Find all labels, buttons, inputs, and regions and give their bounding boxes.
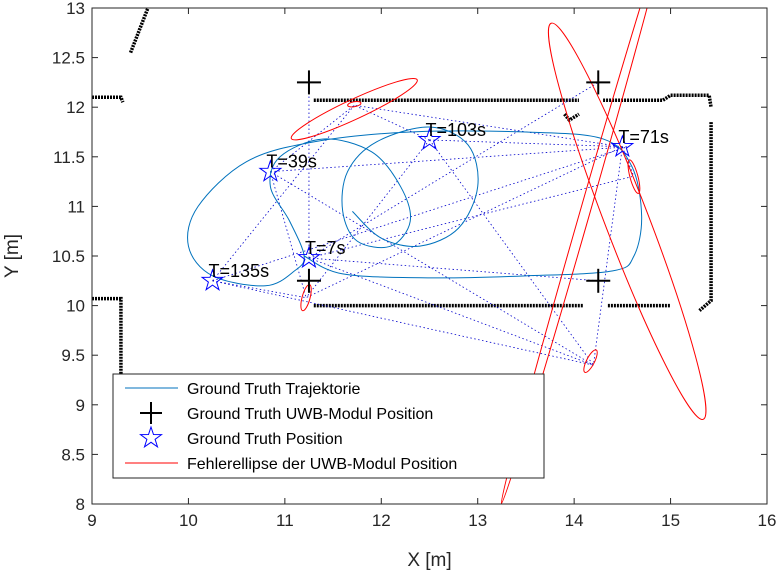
x-tick-label: 9 — [87, 511, 96, 530]
measurement-ray — [593, 146, 623, 366]
y-tick-label: 10 — [66, 297, 85, 316]
error-ellipse — [627, 159, 641, 194]
y-tick-label: 8.5 — [61, 445, 85, 464]
y-tick-label: 13 — [66, 0, 85, 18]
uwb-anchor-marker — [296, 268, 321, 293]
measurement-ray — [212, 146, 628, 282]
time-annotations: T=7s T=39s T=103s T=71s T=135s — [209, 120, 669, 281]
legend-trajectory-label: Ground Truth Trajektorie — [187, 381, 361, 398]
y-tick-label: 8 — [76, 495, 85, 514]
x-tick-label: 10 — [179, 511, 198, 530]
y-tick-label: 9 — [76, 396, 85, 415]
measurement-ray — [212, 104, 355, 282]
measurement-ray — [270, 104, 355, 172]
wall-segment — [698, 122, 713, 312]
x-tick-label: 15 — [661, 511, 680, 530]
measurement-ray — [308, 257, 594, 366]
legend-anchor-swatch — [140, 402, 162, 424]
measurement-ray — [305, 139, 430, 298]
measurement-ray — [212, 280, 594, 366]
time-annotation: T=103s — [426, 120, 487, 140]
legend-star-swatch — [138, 425, 164, 449]
x-tick-label: 11 — [276, 511, 294, 530]
y-axis-label: Y [m] — [2, 234, 23, 278]
legend-ellipse-label: Fehlerellipse der UWB-Modul Position — [187, 456, 457, 473]
measurement-ray — [429, 139, 628, 148]
measurement-ray — [354, 104, 430, 141]
y-tick-label: 10.5 — [52, 247, 85, 266]
y-tick-label: 11 — [67, 197, 85, 216]
y-tick-label: 12.5 — [52, 49, 85, 68]
y-tick-label: 9.5 — [61, 346, 85, 365]
error-ellipse — [583, 349, 598, 373]
time-annotation: T=7s — [305, 238, 346, 258]
legend-position-label: Ground Truth Position — [187, 431, 343, 448]
measurement-ray — [429, 139, 594, 366]
uwb-anchor-marker — [586, 268, 611, 293]
error-ellipse — [547, 22, 707, 420]
measurement-ray — [354, 104, 623, 148]
gt-position-marker — [297, 245, 321, 269]
wall-segment — [92, 296, 123, 405]
legend: Ground Truth Trajektorie Ground Truth UW… — [112, 373, 545, 479]
error-ellipse — [347, 101, 362, 108]
y-tick-label: 12 — [66, 98, 85, 117]
wall-segment — [92, 95, 125, 103]
gt-position-marker — [200, 268, 225, 291]
x-tick-label: 13 — [468, 511, 487, 530]
x-tick-label: 12 — [372, 511, 391, 530]
gt-position-marker — [417, 127, 442, 151]
error-ellipse — [290, 77, 418, 141]
measurement-ray — [270, 171, 594, 366]
uwb-anchor-series — [296, 70, 611, 293]
measurement-ray — [270, 171, 307, 298]
wall-segment — [603, 93, 713, 108]
legend-box — [112, 373, 545, 479]
time-annotation: T=39s — [266, 152, 317, 172]
legend-anchor-label: Ground Truth UWB-Modul Position — [187, 406, 433, 423]
gt-position-series — [200, 127, 635, 291]
x-axis-label: X [m] — [407, 550, 451, 571]
x-tick-label: 16 — [758, 511, 777, 530]
time-annotation: T=135s — [209, 261, 270, 281]
time-annotation: T=71s — [618, 127, 669, 147]
measurement-ray — [308, 82, 599, 259]
x-tick-label: 14 — [565, 511, 584, 530]
measurement-rays — [212, 82, 635, 366]
gt-position-marker — [610, 134, 635, 158]
x-axis-ticks: 9 10 11 12 13 14 15 16 — [87, 8, 776, 530]
gt-position-marker — [258, 159, 283, 182]
measurement-ray — [308, 257, 599, 282]
uwb-anchor-marker — [586, 70, 611, 95]
wall-segment — [128, 8, 150, 54]
wall-segment — [563, 112, 580, 123]
y-tick-label: 11.5 — [53, 148, 85, 167]
map-walls — [92, 8, 713, 405]
y-axis-ticks: 8 8.5 9 9.5 10 10.5 11 11.5 12 12.5 13 — [52, 0, 767, 514]
measurement-ray — [621, 146, 635, 177]
uwb-anchor-marker — [296, 70, 321, 95]
